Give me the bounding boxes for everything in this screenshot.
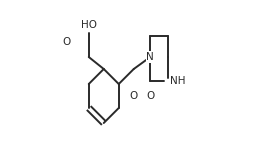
Text: HO: HO [81, 21, 97, 30]
Text: N: N [146, 52, 154, 62]
Text: O: O [63, 37, 71, 47]
Text: O: O [146, 91, 154, 101]
Text: O: O [130, 91, 138, 101]
Text: NH: NH [170, 76, 185, 86]
